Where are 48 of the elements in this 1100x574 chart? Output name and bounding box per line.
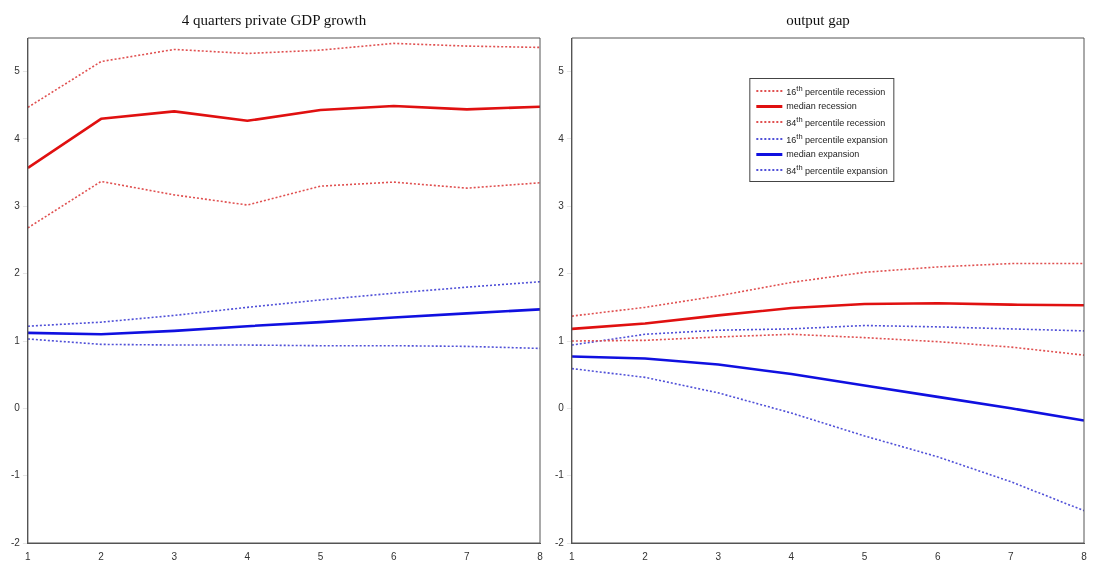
x-tick-label: 2 bbox=[98, 550, 105, 562]
x-tick-label: 1 bbox=[569, 550, 576, 562]
line-series bbox=[27, 338, 540, 350]
x-tick-label: 6 bbox=[390, 550, 397, 562]
y-tick-label: -2 bbox=[554, 536, 565, 548]
x-tick-label: 6 bbox=[934, 550, 941, 562]
line-series bbox=[571, 262, 1084, 317]
y-tick-label: 0 bbox=[558, 402, 565, 414]
y-tick-label: 5 bbox=[14, 65, 21, 77]
line-series bbox=[27, 280, 540, 327]
y-tick-label: -1 bbox=[554, 469, 565, 481]
y-tick-label: 2 bbox=[558, 267, 565, 279]
x-tick-label: 7 bbox=[1008, 550, 1015, 562]
y-tick-label: 2 bbox=[14, 267, 21, 279]
x-tick-label: 5 bbox=[317, 550, 324, 562]
y-tick-label: -1 bbox=[10, 469, 21, 481]
x-tick-label: 8 bbox=[537, 550, 544, 562]
y-tick-label: 3 bbox=[558, 200, 565, 212]
line-series bbox=[571, 324, 1084, 346]
y-tick-label: 5 bbox=[558, 65, 565, 77]
x-tick-label: 5 bbox=[861, 550, 868, 562]
chart-title: output gap bbox=[786, 11, 850, 28]
x-tick-label: 4 bbox=[244, 550, 251, 562]
x-tick-label: 2 bbox=[642, 550, 649, 562]
legend-label: 84$^{th}$ percentile recession bbox=[786, 114, 886, 130]
line-series bbox=[571, 367, 1084, 512]
x-tick-label: 1 bbox=[25, 550, 32, 562]
x-tick-label: 7 bbox=[464, 550, 471, 562]
y-tick-label: -2 bbox=[10, 536, 21, 548]
line-series bbox=[27, 180, 540, 229]
y-tick-label: 1 bbox=[558, 334, 565, 346]
legend-label: 16$^{th}$ percentile expansion bbox=[786, 131, 888, 147]
line-series bbox=[571, 333, 1084, 356]
legend-label: 84$^{th}$ percentile expansion bbox=[786, 162, 888, 178]
legend-label: median recession bbox=[786, 100, 857, 113]
y-tick-label: 4 bbox=[558, 132, 565, 144]
y-tick-label: 3 bbox=[14, 200, 21, 212]
x-tick-label: 3 bbox=[715, 550, 722, 562]
chart-title: 4 quarters private GDP growth bbox=[181, 11, 367, 28]
legend-label: median expansion bbox=[786, 148, 860, 161]
x-tick-label: 3 bbox=[171, 550, 178, 562]
line-series bbox=[27, 42, 540, 109]
y-tick-label: 0 bbox=[14, 402, 21, 414]
legend-label: 16$^{th}$ percentile recession bbox=[786, 83, 886, 99]
x-tick-label: 8 bbox=[1081, 550, 1088, 562]
y-tick-label: 4 bbox=[14, 132, 21, 144]
y-tick-label: 1 bbox=[14, 334, 21, 346]
x-tick-label: 4 bbox=[788, 550, 795, 562]
